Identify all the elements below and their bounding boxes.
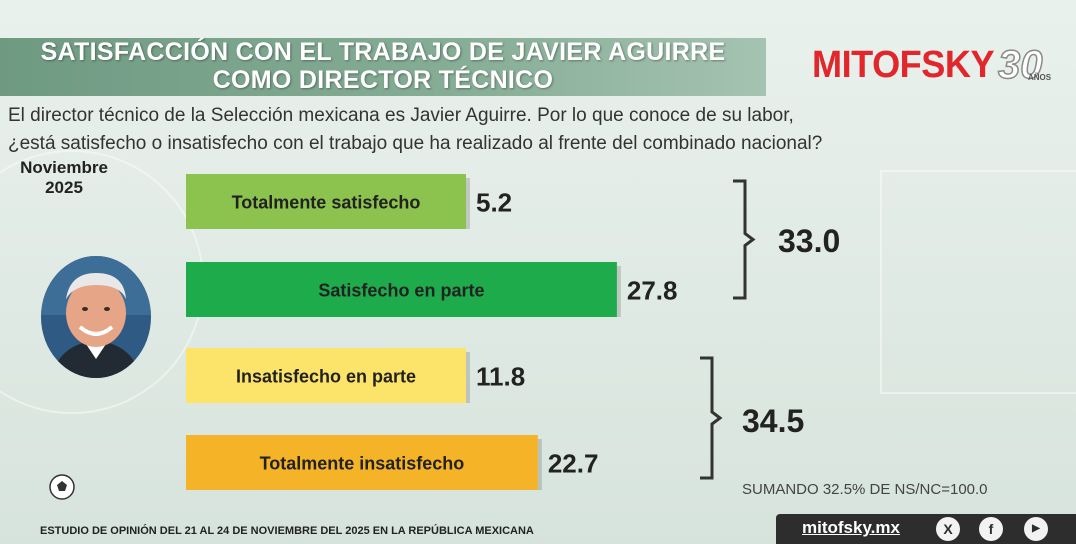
facebook-icon[interactable]: f xyxy=(979,517,1003,541)
group-bracket-1 xyxy=(700,356,723,480)
bar-category-label-0: Totalmente satisfecho xyxy=(232,193,421,213)
mitofsky-logo: MITOFSKY 30 AÑOS xyxy=(812,40,1062,92)
date-year: 2025 xyxy=(45,178,83,197)
bar-shadow-3 xyxy=(537,439,542,490)
bar-shadow-2 xyxy=(466,352,470,403)
anniversary-number: 30 xyxy=(998,43,1043,87)
logo-brand: MITOFSKY xyxy=(812,44,995,86)
bar-3 xyxy=(186,435,538,490)
social-bar: mitofsky.mx X f ▶ xyxy=(776,514,1076,544)
bar-1 xyxy=(186,262,617,317)
bar-2 xyxy=(186,348,466,403)
person-photo-icon xyxy=(41,256,151,378)
group-bracket-0 xyxy=(733,179,756,300)
bar-shadow-0 xyxy=(466,178,470,229)
x-icon[interactable]: X xyxy=(936,517,960,541)
group-total-label-1: 34.5 xyxy=(742,403,804,439)
question-line-1: El director técnico de la Selección mexi… xyxy=(8,105,794,126)
pitch-box xyxy=(880,170,1076,394)
date-month: Noviembre xyxy=(20,158,108,177)
soccer-ball-icon xyxy=(49,474,75,500)
bar-category-label-2: Insatisfecho en parte xyxy=(236,367,416,387)
bar-value-label-3: 22.7 xyxy=(548,449,599,479)
note-ns-nc: SUMANDO 32.5% DE NS/NC=100.0 xyxy=(742,481,988,498)
title-line-2: COMO DIRECTOR TÉCNICO xyxy=(212,66,554,94)
bar-shadow-1 xyxy=(616,266,621,317)
bar-value-label-1: 27.8 xyxy=(627,276,678,306)
anniversary-suffix: AÑOS xyxy=(1028,73,1052,82)
bar-0 xyxy=(186,174,466,229)
title-line-1: SATISFACCIÓN CON EL TRABAJO DE JAVIER AG… xyxy=(40,38,726,66)
question-line-2: ¿está satisfecho o insatisfecho con el t… xyxy=(8,133,823,154)
bar-value-label-0: 5.2 xyxy=(476,188,512,218)
title-banner: SATISFACCIÓN CON EL TRABAJO DE JAVIER AG… xyxy=(0,38,766,96)
survey-date: Noviembre 2025 xyxy=(8,158,120,198)
survey-question: El director técnico de la Selección mexi… xyxy=(8,102,1068,158)
bar-category-label-3: Totalmente insatisfecho xyxy=(260,454,465,474)
anniversary-badge: 30 AÑOS xyxy=(997,42,1052,88)
bar-value-label-2: 11.8 xyxy=(476,362,525,392)
website-link[interactable]: mitofsky.mx xyxy=(802,518,900,537)
group-total-label-0: 33.0 xyxy=(778,223,840,259)
youtube-icon[interactable]: ▶ xyxy=(1024,517,1048,541)
study-footer: ESTUDIO DE OPINIÓN DEL 21 AL 24 DE NOVIE… xyxy=(40,525,534,537)
bar-category-label-1: Satisfecho en parte xyxy=(318,281,484,301)
